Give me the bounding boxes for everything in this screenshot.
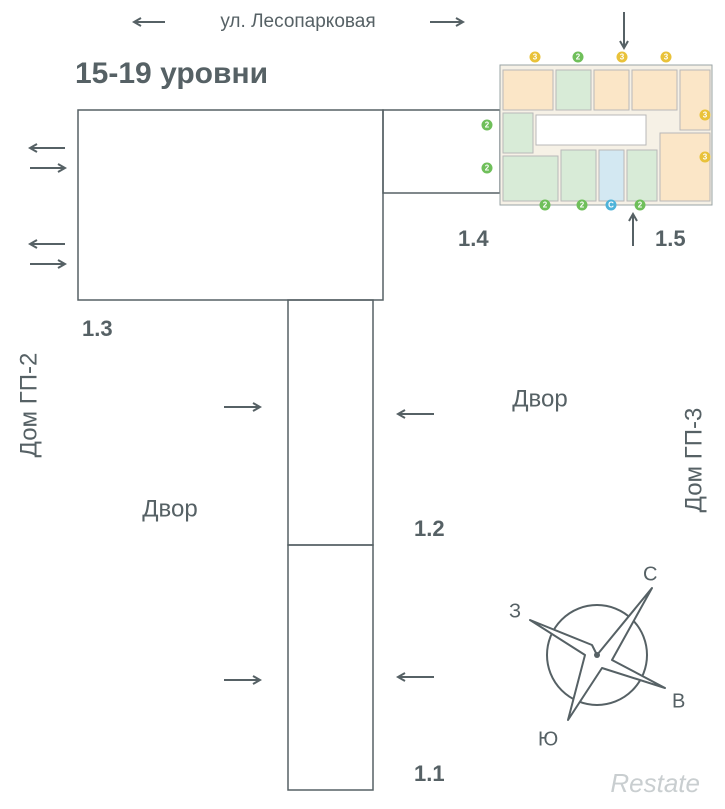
compass-label: С bbox=[643, 563, 657, 585]
plan-badge bbox=[616, 51, 628, 63]
neighbor-label: Дом ГП-2 bbox=[15, 353, 42, 458]
plan-badge bbox=[605, 199, 617, 211]
floor-plan bbox=[499, 64, 713, 206]
plan-badge-label: 2 bbox=[485, 121, 490, 130]
plan-badge-label: 2 bbox=[576, 53, 581, 62]
plan-badge bbox=[539, 199, 551, 211]
plan-badge bbox=[634, 199, 646, 211]
yard-label: Двор bbox=[142, 495, 197, 522]
compass bbox=[529, 587, 666, 721]
compass-label: В bbox=[672, 690, 685, 712]
compass-label: З bbox=[509, 600, 521, 622]
plan-badge-label: С bbox=[608, 201, 614, 210]
plan-badge bbox=[660, 51, 672, 63]
plan-badge-label: 3 bbox=[620, 53, 625, 62]
plan-badge bbox=[529, 51, 541, 63]
section-outline bbox=[77, 109, 384, 301]
plan-badge-label: 3 bbox=[703, 153, 708, 162]
plan-badge-label: 3 bbox=[664, 53, 669, 62]
plan-badge-label: 3 bbox=[533, 53, 538, 62]
compass-label: Ю bbox=[538, 728, 558, 750]
plan-badge bbox=[572, 51, 584, 63]
watermark: Restate bbox=[610, 768, 700, 798]
section-label: 1.2 bbox=[414, 516, 445, 541]
plan-badge-label: 2 bbox=[543, 201, 548, 210]
title: 15-19 уровни bbox=[75, 57, 268, 90]
plan-badge-label: 2 bbox=[580, 201, 585, 210]
yard-label: Двор bbox=[512, 385, 567, 412]
section-outline bbox=[287, 544, 374, 791]
section-label: 1.1 bbox=[414, 761, 445, 786]
street-label: ул. Лесопарковая bbox=[220, 11, 375, 32]
section-label: 1.3 bbox=[82, 316, 113, 341]
plan-badge bbox=[576, 199, 588, 211]
plan-badge-label: 2 bbox=[485, 164, 490, 173]
section-outline bbox=[287, 299, 374, 546]
plan-badge-label: 2 bbox=[638, 201, 643, 210]
section-label: 1.4 bbox=[458, 226, 489, 251]
plan-badge bbox=[699, 151, 711, 163]
neighbor-label: Дом ГП-3 bbox=[680, 408, 707, 513]
section-label: 1.5 bbox=[655, 226, 686, 251]
plan-badge bbox=[481, 162, 493, 174]
plan-badge-label: 3 bbox=[703, 111, 708, 120]
entry-arrows bbox=[30, 148, 434, 680]
plan-badge bbox=[481, 119, 493, 131]
plan-badge bbox=[699, 109, 711, 121]
